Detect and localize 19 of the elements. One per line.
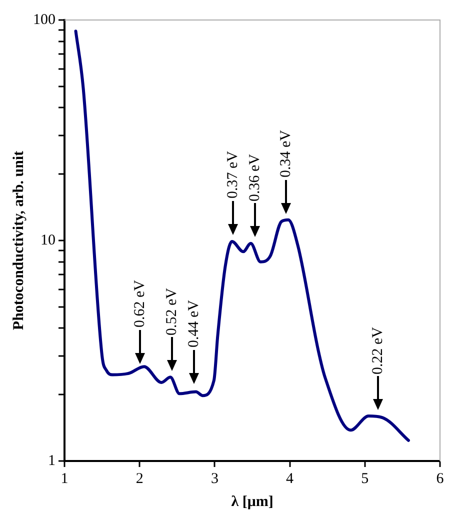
annotation: 0.44 eV xyxy=(185,300,204,348)
annotation: 0.34 eV xyxy=(277,130,296,178)
annotation: 0.37 eV xyxy=(224,151,242,198)
annotation: 0.62 eV xyxy=(130,280,149,328)
x-tick-label: 2 xyxy=(136,470,144,487)
y-tick-label: 100 xyxy=(33,12,56,28)
y-axis-title: Photoconductivity, arb. unit xyxy=(10,150,27,330)
x-tick-label: 3 xyxy=(210,470,218,487)
x-tick-label: 1 xyxy=(60,470,68,487)
x-axis-title: λ [μm] xyxy=(231,494,274,510)
x-tick-label: 6 xyxy=(436,470,444,487)
line-series xyxy=(74,30,410,442)
annotation: 0.36 eV xyxy=(246,154,264,202)
y-tick-label: 1 xyxy=(48,452,56,469)
annotation: 0.22 eV xyxy=(368,326,387,374)
y-tick-label: 10 xyxy=(40,232,56,248)
x-tick-label: 4 xyxy=(286,470,294,487)
x-tick-label: 5 xyxy=(361,470,369,487)
annotation: 0.52 eV xyxy=(162,288,181,336)
